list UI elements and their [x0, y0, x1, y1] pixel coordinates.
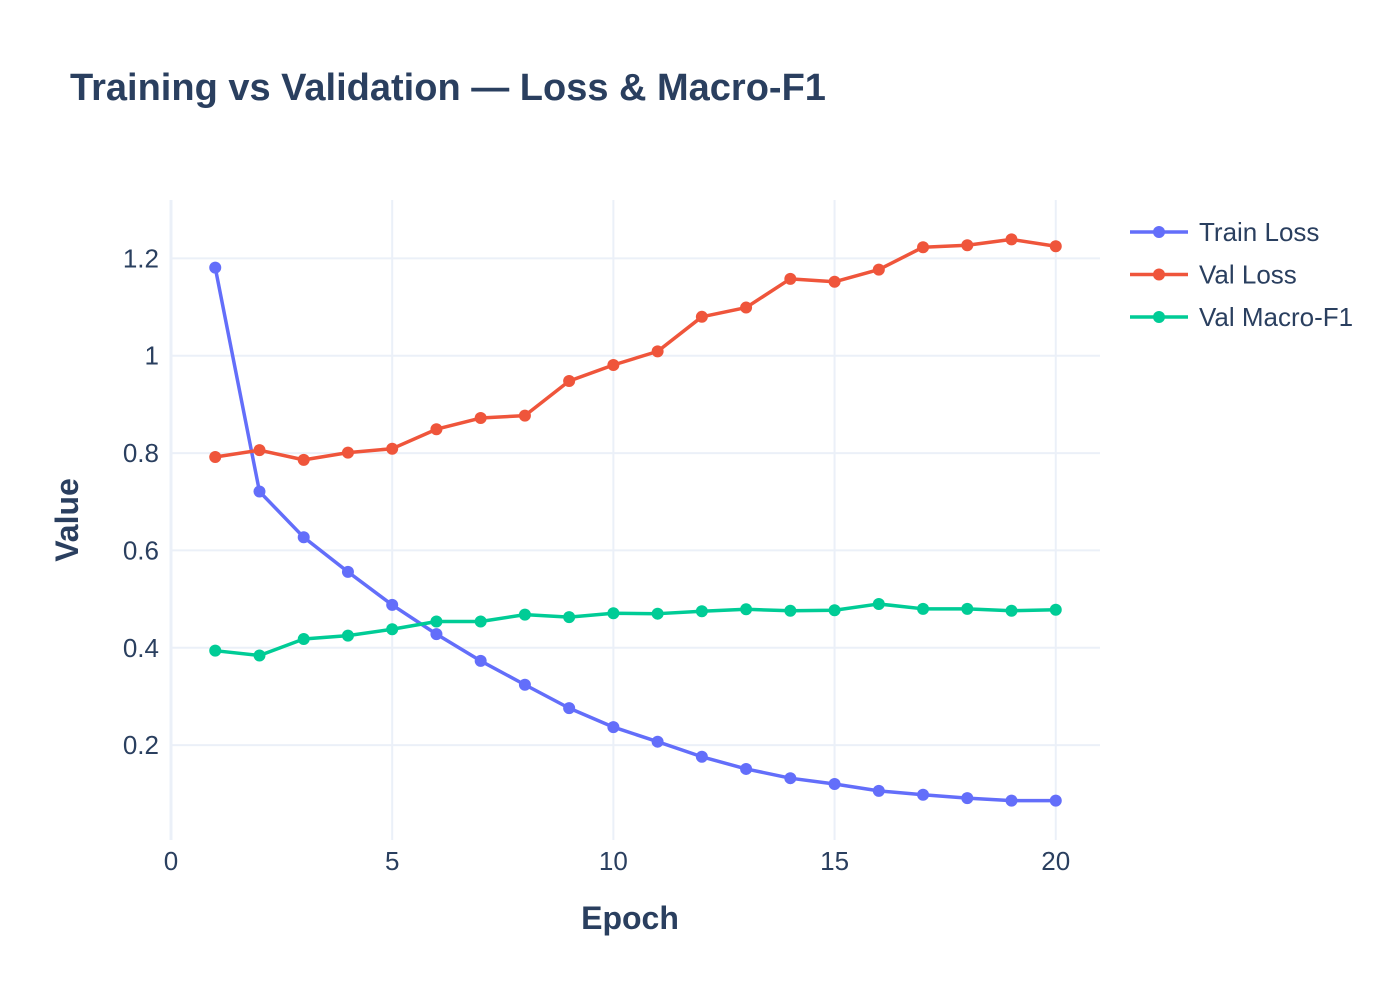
data-point[interactable]	[872, 263, 885, 276]
data-point[interactable]	[651, 345, 664, 358]
data-point[interactable]	[784, 604, 797, 617]
legend-marker	[1153, 268, 1165, 281]
data-point[interactable]	[430, 423, 443, 436]
data-point[interactable]	[430, 615, 443, 628]
axes: 0 5 10 15 20 0.2 0.4 0.6 0.8 1 1.2	[123, 243, 1070, 876]
data-point[interactable]	[563, 702, 576, 715]
data-point[interactable]	[917, 788, 930, 801]
x-axis-title: Epoch	[581, 900, 679, 936]
data-point[interactable]	[607, 721, 620, 734]
data-point[interactable]	[961, 792, 974, 805]
data-point[interactable]	[209, 450, 222, 463]
data-point[interactable]	[430, 628, 443, 641]
data-point[interactable]	[872, 597, 885, 610]
data-point[interactable]	[1049, 603, 1062, 616]
data-point[interactable]	[695, 750, 708, 763]
legend-item[interactable]: Val Loss	[1130, 260, 1297, 290]
series-train-loss[interactable]	[209, 261, 1062, 807]
data-point[interactable]	[828, 604, 841, 617]
data-point[interactable]	[607, 607, 620, 620]
y-axis-title: Value	[49, 478, 85, 562]
data-point[interactable]	[209, 644, 222, 657]
series-line[interactable]	[213, 265, 1058, 803]
data-point[interactable]	[784, 772, 797, 785]
x-tick-label: 20	[1041, 846, 1070, 876]
y-tick-label: 0.6	[123, 535, 159, 565]
series-group	[209, 233, 1062, 807]
data-point[interactable]	[297, 632, 310, 645]
chart-title: Training vs Validation — Loss & Macro-F1	[70, 67, 826, 109]
data-point[interactable]	[1049, 240, 1062, 253]
y-tick-label: 0.8	[123, 438, 159, 468]
legend[interactable]: Train Loss Val Loss Val Macro-F1	[1130, 217, 1353, 332]
data-point[interactable]	[917, 241, 930, 254]
y-tick-label: 0.2	[123, 730, 159, 760]
x-tick-label: 10	[599, 846, 628, 876]
data-point[interactable]	[740, 603, 753, 616]
data-point[interactable]	[828, 778, 841, 791]
data-point[interactable]	[740, 301, 753, 314]
data-point[interactable]	[607, 358, 620, 371]
data-point[interactable]	[1005, 233, 1018, 246]
y-tick-label: 1	[145, 341, 159, 371]
data-point[interactable]	[651, 607, 664, 620]
legend-item[interactable]: Val Macro-F1	[1130, 302, 1353, 332]
legend-label: Train Loss	[1199, 217, 1319, 247]
data-point[interactable]	[386, 598, 399, 611]
data-point[interactable]	[253, 649, 266, 662]
legend-label: Val Macro-F1	[1199, 302, 1353, 332]
data-point[interactable]	[341, 629, 354, 642]
legend-marker	[1153, 226, 1165, 238]
data-point[interactable]	[386, 623, 399, 636]
y-tick-label: 1.2	[123, 243, 159, 273]
data-point[interactable]	[563, 375, 576, 388]
data-point[interactable]	[695, 310, 708, 323]
data-point[interactable]	[518, 608, 531, 621]
grid-lines	[169, 200, 1100, 840]
data-point[interactable]	[872, 784, 885, 797]
series-val-macro-f1[interactable]	[209, 597, 1062, 662]
data-point[interactable]	[297, 531, 310, 544]
data-point[interactable]	[386, 442, 399, 455]
data-point[interactable]	[341, 446, 354, 459]
x-tick-label: 5	[385, 846, 399, 876]
data-point[interactable]	[474, 615, 487, 628]
data-point[interactable]	[253, 444, 266, 457]
data-point[interactable]	[784, 272, 797, 285]
data-point[interactable]	[917, 602, 930, 615]
legend-marker	[1153, 311, 1165, 323]
data-point[interactable]	[1005, 794, 1018, 807]
x-tick-label: 15	[820, 846, 849, 876]
legend-label: Val Loss	[1199, 260, 1297, 290]
data-point[interactable]	[518, 409, 531, 422]
series-line[interactable]	[213, 237, 1058, 462]
series-val-loss[interactable]	[209, 233, 1062, 466]
data-point[interactable]	[518, 678, 531, 691]
series-line[interactable]	[213, 602, 1058, 658]
data-point[interactable]	[961, 602, 974, 615]
data-point[interactable]	[961, 239, 974, 252]
data-point[interactable]	[253, 485, 266, 498]
data-point[interactable]	[209, 261, 222, 274]
data-point[interactable]	[651, 735, 664, 748]
data-point[interactable]	[695, 605, 708, 618]
data-point[interactable]	[1049, 794, 1062, 807]
data-point[interactable]	[341, 565, 354, 578]
y-tick-label: 0.4	[123, 633, 159, 663]
legend-item[interactable]: Train Loss	[1130, 217, 1319, 247]
data-point[interactable]	[828, 275, 841, 288]
data-point[interactable]	[563, 611, 576, 624]
data-point[interactable]	[1005, 604, 1018, 617]
data-point[interactable]	[297, 453, 310, 466]
data-point[interactable]	[474, 654, 487, 667]
data-point[interactable]	[474, 412, 487, 425]
data-point[interactable]	[740, 762, 753, 775]
x-tick-label: 0	[164, 846, 178, 876]
